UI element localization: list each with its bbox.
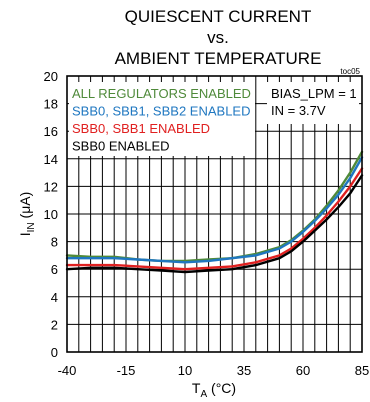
y-axis-label: IIN (μA) — [17, 192, 37, 237]
x-tick-label: -40 — [58, 363, 77, 378]
x-axis-label-main: T — [192, 380, 201, 396]
y-tick-label: 0 — [51, 345, 58, 360]
x-axis-label-unit: (°C) — [207, 380, 236, 396]
series-line-2 — [65, 156, 364, 264]
y-tick-label: 20 — [44, 69, 58, 84]
y-tick-label: 12 — [44, 179, 58, 194]
legend-background — [69, 82, 255, 156]
plot-frame — [66, 75, 363, 353]
y-tick-label: 18 — [44, 97, 58, 112]
plot-area-border — [66, 75, 363, 353]
tick-labels: 0 2 4 6 8 10 12 14 16 18 20 -40 -15 10 35 60 85 — [44, 69, 370, 378]
y-axis-label-sub: IN — [26, 222, 37, 232]
legend-entry-1: ALL REGULATORS ENABLED — [72, 86, 251, 101]
x-axis-label: TA (°C) — [192, 380, 236, 400]
y-axis-label-unit: (μA) — [17, 192, 33, 223]
chart-title-vs: vs. — [207, 28, 229, 47]
y-tick-label: 14 — [44, 152, 58, 167]
series-lines — [65, 150, 364, 274]
y-tick-label: 6 — [51, 262, 58, 277]
annotation-line-1: BIAS_LPM = 1 — [271, 86, 357, 101]
y-tick-label: 10 — [44, 207, 58, 222]
x-tick-label: 35 — [237, 363, 251, 378]
y-axis-label-main: I — [17, 232, 33, 236]
chart-title: QUIESCENT CURRENT — [125, 7, 312, 26]
annotation-line-2: IN = 3.7V — [271, 103, 326, 118]
series-line-1 — [65, 150, 364, 263]
y-tick-label: 2 — [51, 317, 58, 332]
y-tick-label: 4 — [51, 290, 58, 305]
x-tick-label: 60 — [296, 363, 310, 378]
x-axis-label-sub: A — [200, 389, 207, 400]
annotation-box — [267, 82, 359, 124]
x-tick-label: 10 — [178, 363, 192, 378]
legend-entry-2: SBB0, SBB1, SBB2 ENABLED — [72, 104, 250, 119]
series-line-4 — [65, 174, 364, 274]
y-tick-label: 16 — [44, 124, 58, 139]
y-tick-label: 8 — [51, 235, 58, 250]
chart-subtitle: AMBIENT TEMPERATURE — [115, 49, 322, 68]
x-tick-label: 85 — [355, 363, 369, 378]
series-line-3 — [65, 167, 364, 271]
legend-entry-4: SBB0 ENABLED — [72, 139, 170, 154]
legend-entry-3: SBB0, SBB1 ENABLED — [72, 121, 210, 136]
x-tick-label: -15 — [117, 363, 136, 378]
corner-tag: toc05 — [340, 67, 360, 76]
legend: ALL REGULATORS ENABLED SBB0, SBB1, SBB2 E… — [72, 86, 251, 154]
